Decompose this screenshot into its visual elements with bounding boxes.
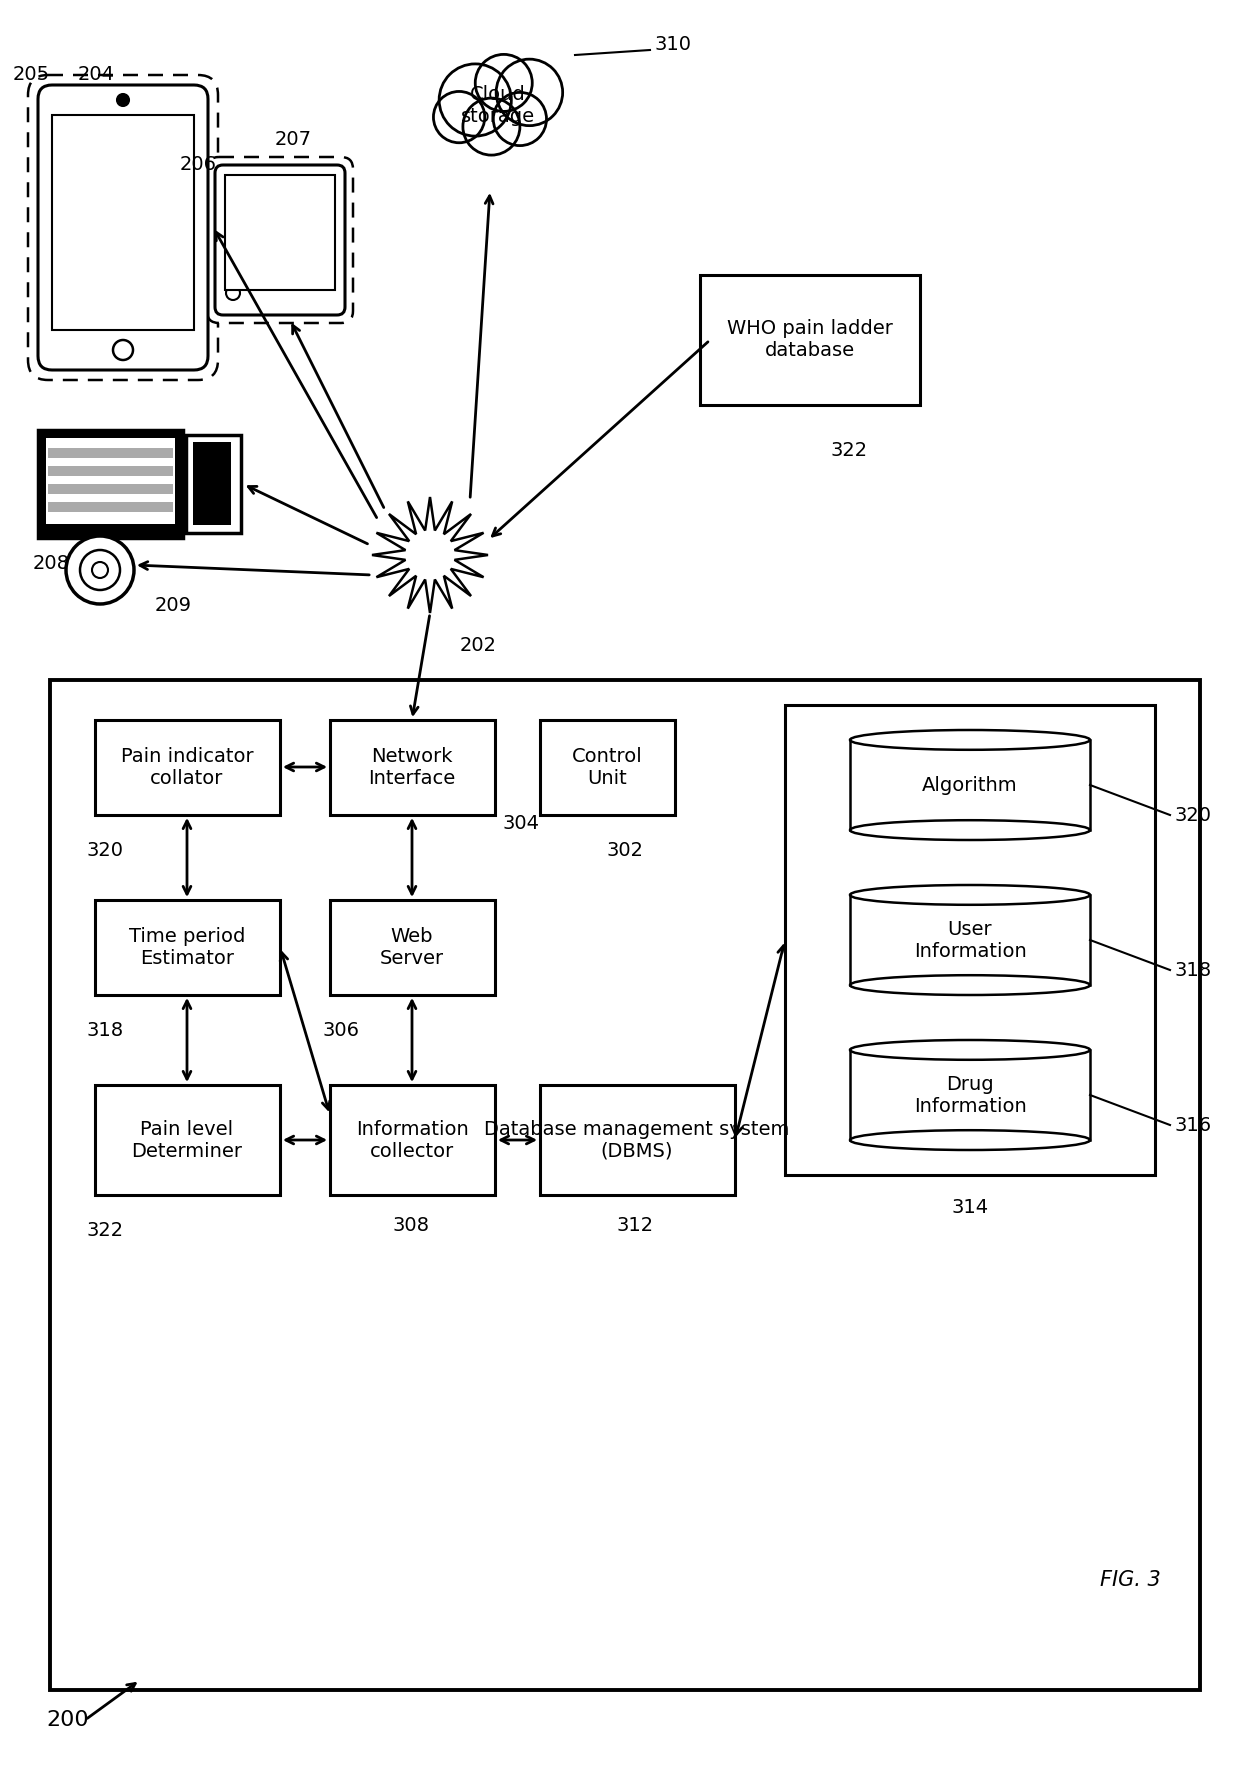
Circle shape [81,550,120,590]
Text: 310: 310 [655,35,692,55]
Bar [539,1085,735,1194]
Polygon shape [372,497,489,613]
Text: 312: 312 [618,1216,655,1235]
Text: 316: 316 [1176,1115,1213,1134]
Bar [224,175,335,290]
Bar [849,1050,1090,1140]
FancyBboxPatch shape [38,85,208,369]
Bar [701,276,920,405]
Bar [193,442,231,525]
Text: 322: 322 [87,1221,124,1239]
Bar [330,1085,495,1194]
Circle shape [475,55,532,111]
Bar [95,719,280,815]
Text: 200: 200 [47,1710,89,1730]
Circle shape [66,535,134,604]
Bar [48,502,174,512]
Ellipse shape [849,885,1090,905]
Ellipse shape [849,1041,1090,1060]
Text: 205: 205 [12,65,50,85]
Circle shape [439,64,511,136]
Text: 202: 202 [460,636,497,654]
FancyBboxPatch shape [207,157,353,323]
Circle shape [494,92,547,145]
Ellipse shape [849,820,1090,839]
Circle shape [496,58,563,125]
Bar [46,438,175,525]
Text: Algorithm: Algorithm [923,776,1018,795]
Text: Network
Interface: Network Interface [368,746,455,788]
Text: Pain level
Determiner: Pain level Determiner [131,1120,243,1161]
Text: 306: 306 [322,1021,360,1039]
Circle shape [463,99,520,155]
Ellipse shape [849,975,1090,995]
Bar [50,680,1200,1689]
Bar [95,899,280,995]
Bar [785,705,1154,1175]
Text: WHO pain ladder
database: WHO pain ladder database [727,320,893,360]
Bar [849,740,1090,830]
Text: Control
Unit: Control Unit [572,746,642,788]
Bar [849,894,1090,984]
Text: 204: 204 [78,65,115,85]
Bar [48,449,174,458]
Text: Pain indicator
collator: Pain indicator collator [120,746,253,788]
Bar [330,719,495,815]
Circle shape [92,562,108,578]
Bar [95,1085,280,1194]
Bar [330,899,495,995]
Text: 314: 314 [951,1198,988,1216]
Circle shape [113,339,133,360]
FancyBboxPatch shape [29,74,218,380]
Text: 304: 304 [503,813,539,832]
Text: 318: 318 [1176,961,1213,979]
Bar [52,115,193,330]
Text: Information
collector: Information collector [356,1120,469,1161]
Text: Time period
Estimator: Time period Estimator [129,926,246,968]
Text: Drug
Information: Drug Information [914,1074,1027,1115]
Circle shape [226,286,241,300]
Text: 320: 320 [87,841,124,859]
Text: 302: 302 [608,841,644,859]
Text: 322: 322 [830,440,867,459]
Circle shape [434,92,485,143]
Text: 308: 308 [392,1216,429,1235]
Text: 208: 208 [33,553,69,573]
Text: Web
Server: Web Server [379,926,444,968]
Text: 206: 206 [180,155,217,173]
Text: Cloud
storage: Cloud storage [461,85,536,125]
Text: FIG. 3: FIG. 3 [1100,1571,1161,1590]
Bar [48,484,174,495]
Ellipse shape [849,730,1090,749]
Bar [539,719,675,815]
Text: 318: 318 [87,1021,124,1039]
Bar [38,429,184,537]
FancyBboxPatch shape [215,164,345,315]
Text: 209: 209 [155,595,192,615]
Ellipse shape [849,1131,1090,1150]
Bar [186,435,241,534]
Text: User
Information: User Information [914,919,1027,961]
Circle shape [117,94,129,106]
Text: Database management system
(DBMS): Database management system (DBMS) [485,1120,790,1161]
Text: 320: 320 [1176,806,1211,825]
Bar [48,466,174,475]
Text: 207: 207 [275,131,312,148]
